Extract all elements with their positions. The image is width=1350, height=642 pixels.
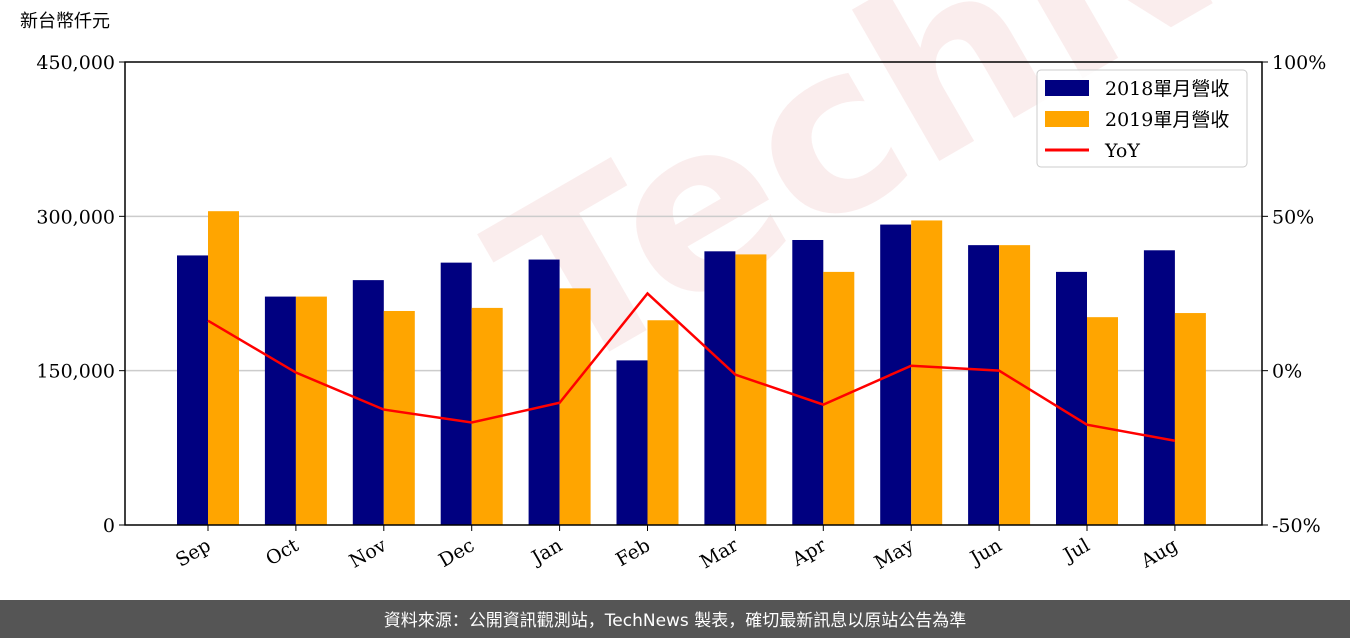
- plot-frame: [124, 61, 1263, 526]
- bar: [999, 245, 1031, 526]
- bar: [264, 296, 296, 525]
- legend-label: 2018單月營收: [1105, 78, 1229, 100]
- y-tick-label: 0: [103, 515, 115, 537]
- bar: [1143, 250, 1175, 525]
- bar: [177, 255, 208, 526]
- bar: [208, 211, 239, 525]
- legend-swatch: [1045, 111, 1089, 127]
- bar: [792, 239, 824, 525]
- bar: [383, 310, 415, 525]
- legend-label: 2019單月營收: [1105, 109, 1229, 131]
- x-tick-label: Mar: [696, 534, 742, 573]
- y-tick-label: 300,000: [36, 206, 115, 228]
- y-tick-label: 150,000: [36, 361, 115, 383]
- x-tick-label: May: [871, 534, 918, 574]
- y2-tick-label: 50%: [1272, 206, 1314, 228]
- footer-bar: [0, 600, 1350, 638]
- bar: [528, 259, 560, 525]
- bar: [911, 220, 943, 525]
- x-tick-label: Aug: [1137, 534, 1182, 573]
- x-tick-label: Dec: [435, 534, 478, 572]
- x-tick-label: Jan: [526, 534, 566, 570]
- footer: 資料來源：公開資訊觀測站，TechNews 製表，確切最新訊息以原站公告為準: [384, 611, 966, 631]
- x-tick-label: Feb: [612, 534, 654, 571]
- x-tick-label: Sep: [172, 534, 215, 571]
- bar: [440, 262, 472, 525]
- yoy-line: [207, 291, 1176, 442]
- y-axis-label: 新台幣仟元: [20, 11, 110, 32]
- bar: [295, 296, 327, 525]
- bar: [616, 360, 648, 525]
- legend-label: YoY: [1104, 140, 1140, 162]
- y2-tick-label: 100%: [1272, 52, 1326, 74]
- y2-tick-label: -50%: [1272, 515, 1321, 537]
- bar: [880, 224, 912, 525]
- bar: [968, 245, 1000, 526]
- y-tick-label: 450,000: [36, 52, 115, 74]
- x-tick-label: Nov: [346, 534, 391, 573]
- bar: [1056, 271, 1087, 525]
- bar: [735, 254, 767, 525]
- bar: [559, 288, 591, 525]
- x-tick-label: Jun: [965, 534, 1006, 570]
- bar: [1174, 313, 1206, 525]
- x-tick-label: Jul: [1058, 534, 1093, 567]
- bar: [1087, 317, 1118, 525]
- legend-box: [1036, 69, 1248, 168]
- x-tick-label: Apr: [788, 534, 831, 571]
- legend-swatch: [1045, 80, 1089, 96]
- y2-tick-label: 0%: [1272, 361, 1302, 383]
- bar: [647, 320, 679, 525]
- x-tick-label: Oct: [262, 534, 303, 570]
- bar: [704, 251, 736, 525]
